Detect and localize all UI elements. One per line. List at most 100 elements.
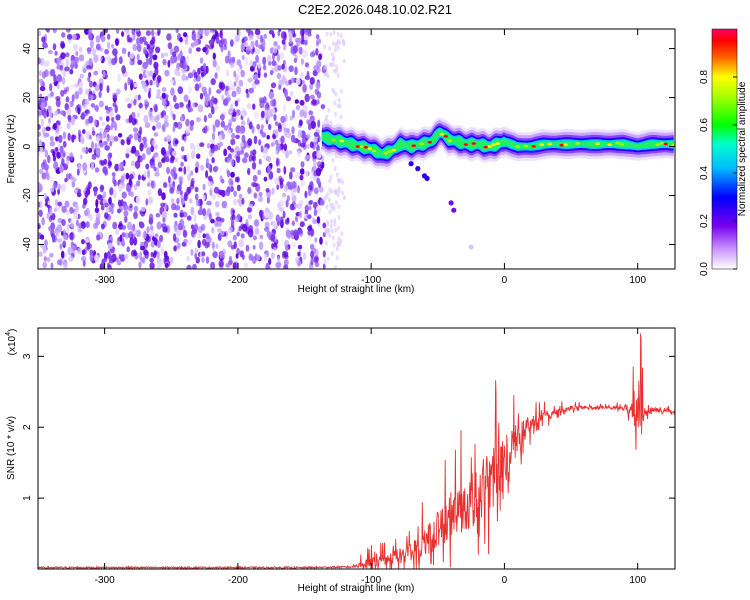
noise-blob <box>294 203 299 209</box>
noise-blob <box>275 262 281 269</box>
noise-blob <box>43 43 49 48</box>
noise-blob <box>299 29 305 36</box>
noise-blob <box>38 110 43 116</box>
noise-blob <box>221 94 225 102</box>
noise-blob <box>174 157 179 163</box>
noise-blob <box>176 121 183 130</box>
noise-blob <box>197 104 204 113</box>
noise-blob <box>104 212 109 219</box>
noise-blob <box>123 210 129 217</box>
noise-blob <box>84 209 88 216</box>
noise-blob <box>233 38 236 45</box>
noise-blob <box>149 262 155 269</box>
noise-blob <box>292 45 298 54</box>
snr-x-axis-label: Height of straight line (km) <box>298 583 415 594</box>
noise-blob <box>284 88 288 98</box>
noise-blob <box>107 242 113 249</box>
noise-blob <box>66 122 71 130</box>
noise-blob <box>308 110 314 116</box>
noise-blob <box>139 251 143 260</box>
noise-blob <box>118 56 123 65</box>
noise-blob <box>314 237 318 243</box>
noise-blob <box>215 243 219 250</box>
noise-blob <box>183 166 187 175</box>
noise-blob <box>208 87 212 96</box>
noise-blob <box>159 234 164 243</box>
noise-blob <box>209 181 214 191</box>
noise-blob <box>85 221 90 229</box>
signal-hotspot <box>491 143 496 146</box>
tail-point <box>408 161 414 167</box>
noise-blob <box>238 79 244 87</box>
noise-blob <box>121 31 125 37</box>
snr-y-ticks: 1 2 3 <box>22 353 675 501</box>
noise-blob <box>297 129 303 138</box>
noise-blob <box>317 161 322 168</box>
noise-blob <box>109 141 113 147</box>
noise-blob <box>150 145 155 152</box>
noise-blob <box>314 88 319 96</box>
noise-blob <box>113 179 117 187</box>
noise-blob <box>235 253 239 259</box>
noise-blob <box>82 129 86 135</box>
noise-blob <box>144 99 148 105</box>
noise-blob <box>79 154 83 160</box>
noise-blob <box>86 64 91 70</box>
noise-blob <box>111 116 115 123</box>
noise-blob <box>252 235 257 241</box>
noise-blob <box>335 172 339 178</box>
noise-blob <box>50 91 54 97</box>
noise-blob <box>180 161 184 167</box>
noise-blob <box>70 116 75 126</box>
noise-blob <box>107 197 111 204</box>
noise-blob <box>87 48 92 55</box>
noise-blob <box>276 53 281 62</box>
noise-blob <box>205 65 209 74</box>
noise-blob <box>156 221 162 230</box>
noise-blob <box>68 255 74 262</box>
noise-blob <box>296 37 302 43</box>
noise-blob <box>263 176 268 182</box>
noise-blob <box>109 152 113 158</box>
noise-blob <box>39 200 43 209</box>
noise-blob <box>59 258 63 267</box>
noise-blob <box>226 69 229 77</box>
noise-blob <box>125 118 130 124</box>
noise-blob <box>334 91 338 97</box>
noise-blob <box>84 238 91 243</box>
noise-blob <box>162 217 166 223</box>
snr-x-ticks: -300 -200 -100 0 100 <box>95 328 646 586</box>
noise-blob <box>171 150 177 156</box>
noise-blob <box>216 220 222 228</box>
noise-blob <box>201 251 206 257</box>
noise-blob <box>304 29 310 36</box>
noise-blob <box>308 200 314 205</box>
snr-line <box>38 333 675 569</box>
noise-blob <box>166 135 172 142</box>
noise-blob <box>214 201 220 208</box>
signal-hotspot <box>671 143 675 147</box>
noise-blob <box>85 60 89 67</box>
colorbar-tick-label: 0.8 <box>699 70 710 84</box>
noise-blob <box>200 164 205 171</box>
noise-blob <box>152 125 156 131</box>
noise-blob <box>320 104 326 110</box>
noise-blob <box>267 108 274 118</box>
noise-blob <box>273 114 277 121</box>
noise-blob <box>140 206 146 212</box>
noise-blob <box>104 202 109 208</box>
noise-blob <box>313 161 318 166</box>
noise-blob <box>104 49 109 55</box>
noise-blob <box>49 136 54 142</box>
noise-blob <box>115 227 120 234</box>
noise-blob <box>193 38 199 47</box>
noise-blob <box>115 114 121 121</box>
noise-blob <box>252 245 256 250</box>
noise-blob <box>180 146 185 152</box>
tail-point <box>424 175 430 181</box>
noise-blob <box>283 31 287 41</box>
noise-blob <box>60 110 66 116</box>
heatmap-x-tick-label: -300 <box>95 275 115 286</box>
noise-blob <box>231 90 237 98</box>
noise-blob <box>248 155 253 162</box>
